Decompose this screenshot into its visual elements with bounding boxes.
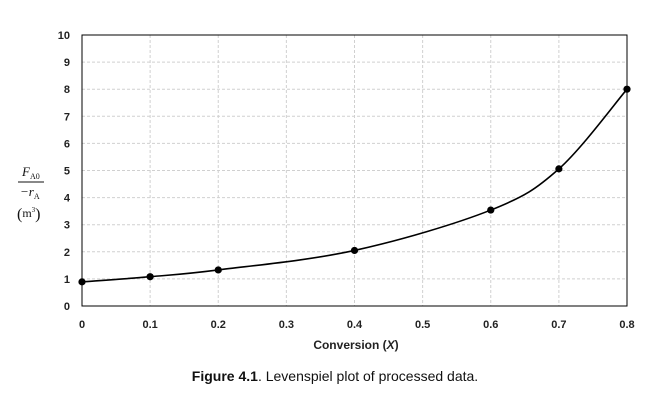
x-tick-label: 0.1 <box>142 319 157 331</box>
x-tick-label: 0.6 <box>483 319 498 331</box>
y-axis-ticks: 0 1 2 3 4 5 6 7 8 9 10 <box>58 30 71 313</box>
y-tick-label: 1 <box>64 274 70 286</box>
y-tick-label: 8 <box>64 84 70 96</box>
x-tick-label: 0.7 <box>551 319 566 331</box>
y-tick-label: 2 <box>64 247 70 259</box>
grid-lines <box>82 35 627 306</box>
data-point <box>350 246 359 255</box>
x-tick-label: 0.8 <box>619 319 634 331</box>
y-tick-label: 7 <box>64 111 70 123</box>
data-point <box>146 273 154 281</box>
y-tick-label: 10 <box>58 30 70 42</box>
data-point <box>487 206 495 214</box>
y-tick-label: 5 <box>64 166 70 178</box>
caption-text: . Levenspiel plot of processed data. <box>257 368 479 384</box>
y-label-numerator: FA0 <box>21 164 40 181</box>
y-tick-label: 0 <box>64 301 70 313</box>
y-tick-label: 4 <box>64 193 71 205</box>
figure-caption: Figure 4.1. Levenspiel plot of processed… <box>0 368 670 384</box>
x-tick-label: 0.3 <box>279 319 294 331</box>
y-tick-label: 3 <box>64 220 70 232</box>
x-tick-label: 0.5 <box>415 319 430 331</box>
plot-frame <box>81 34 628 307</box>
caption-label: Figure 4.1 <box>191 368 258 384</box>
data-point <box>623 85 631 93</box>
x-tick-label: 0.2 <box>211 319 226 331</box>
y-label-unit: (m3) <box>17 206 41 223</box>
data-points <box>78 85 631 286</box>
y-axis-label: FA0 −rA (m3) <box>17 164 44 223</box>
x-tick-label: 0.4 <box>347 319 363 331</box>
data-point <box>78 278 86 286</box>
data-point <box>214 266 222 274</box>
y-tick-label: 9 <box>64 57 70 69</box>
y-label-denominator: −rA <box>20 184 40 201</box>
x-axis-ticks: 0 0.1 0.2 0.3 0.4 0.5 0.6 0.7 0.8 <box>79 319 635 331</box>
data-point <box>555 165 563 173</box>
x-tick-label: 0 <box>79 319 85 331</box>
x-axis-label: Conversion (X) <box>313 338 398 352</box>
y-tick-label: 6 <box>64 138 70 150</box>
